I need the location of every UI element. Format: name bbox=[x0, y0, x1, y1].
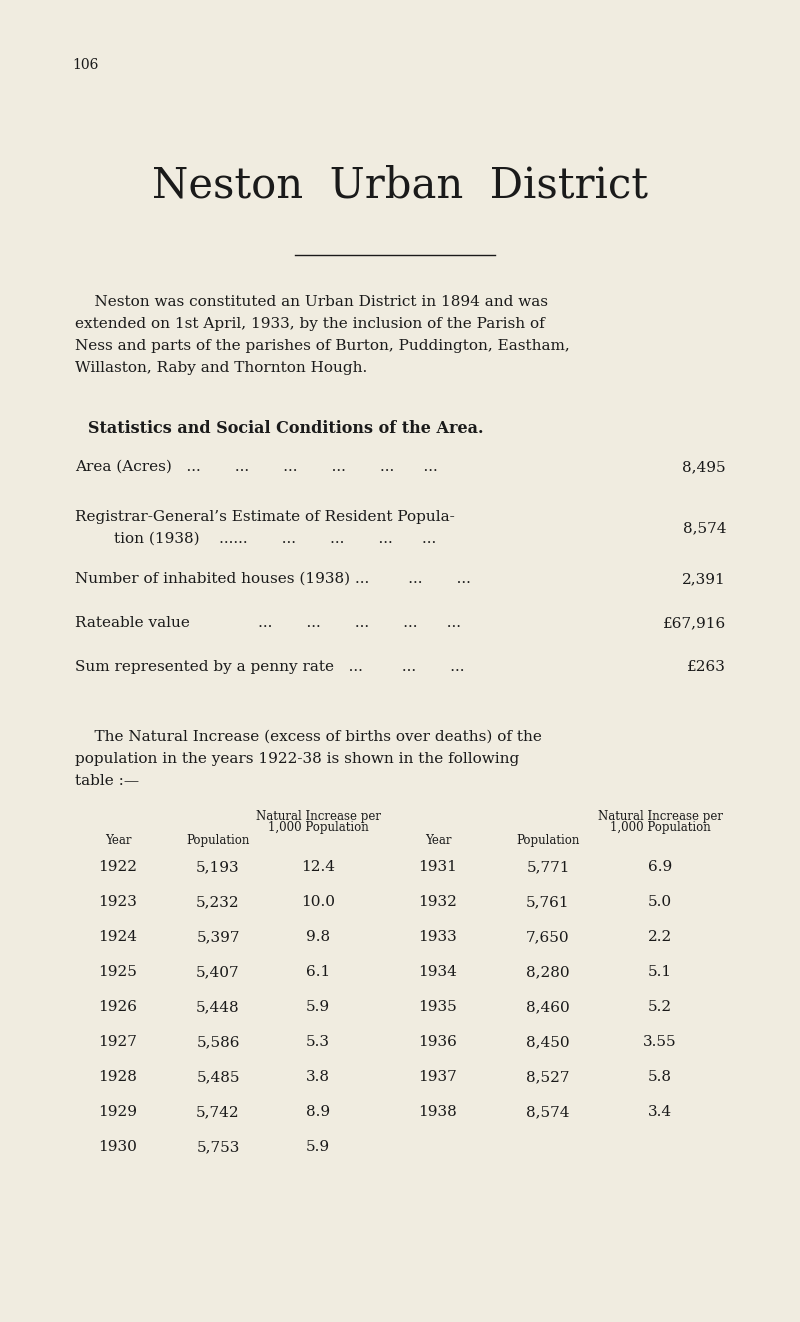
Text: 5.8: 5.8 bbox=[648, 1069, 672, 1084]
Text: 1932: 1932 bbox=[418, 895, 458, 910]
Text: 8.9: 8.9 bbox=[306, 1105, 330, 1118]
Text: 1931: 1931 bbox=[418, 861, 458, 874]
Text: 2,391: 2,391 bbox=[682, 572, 726, 586]
Text: 1937: 1937 bbox=[418, 1069, 458, 1084]
Text: Number of inhabited houses (1938) ...        ...       ...: Number of inhabited houses (1938) ... ..… bbox=[75, 572, 471, 586]
Text: 5,761: 5,761 bbox=[526, 895, 570, 910]
Text: 3.4: 3.4 bbox=[648, 1105, 672, 1118]
Text: tion (1938)    ......       ...       ...       ...      ...: tion (1938) ...... ... ... ... ... bbox=[75, 531, 436, 546]
Text: 3.8: 3.8 bbox=[306, 1069, 330, 1084]
Text: 5.9: 5.9 bbox=[306, 999, 330, 1014]
Text: 12.4: 12.4 bbox=[301, 861, 335, 874]
Text: 1933: 1933 bbox=[418, 929, 458, 944]
Text: 8,495: 8,495 bbox=[682, 460, 726, 475]
Text: 9.8: 9.8 bbox=[306, 929, 330, 944]
Text: 1935: 1935 bbox=[418, 999, 458, 1014]
Text: 1936: 1936 bbox=[418, 1035, 458, 1048]
Text: Willaston, Raby and Thornton Hough.: Willaston, Raby and Thornton Hough. bbox=[75, 361, 367, 375]
Text: 5.9: 5.9 bbox=[306, 1140, 330, 1154]
Text: 5,397: 5,397 bbox=[196, 929, 240, 944]
Text: 6.9: 6.9 bbox=[648, 861, 672, 874]
Text: Registrar-General’s Estimate of Resident Popula-: Registrar-General’s Estimate of Resident… bbox=[75, 510, 454, 524]
Text: 5.1: 5.1 bbox=[648, 965, 672, 980]
Text: 1928: 1928 bbox=[98, 1069, 138, 1084]
Text: 2.2: 2.2 bbox=[648, 929, 672, 944]
Text: Natural Increase per: Natural Increase per bbox=[255, 810, 381, 824]
Text: 1923: 1923 bbox=[98, 895, 138, 910]
Text: 3.55: 3.55 bbox=[643, 1035, 677, 1048]
Text: population in the years 1922-38 is shown in the following: population in the years 1922-38 is shown… bbox=[75, 752, 519, 765]
Text: £263: £263 bbox=[687, 660, 726, 674]
Text: 5.3: 5.3 bbox=[306, 1035, 330, 1048]
Text: 1,000 Population: 1,000 Population bbox=[610, 821, 710, 834]
Text: Area (Acres)   ...       ...       ...       ...       ...      ...: Area (Acres) ... ... ... ... ... ... bbox=[75, 460, 438, 475]
Text: extended on 1st April, 1933, by the inclusion of the Parish of: extended on 1st April, 1933, by the incl… bbox=[75, 317, 545, 330]
Text: 8,574: 8,574 bbox=[526, 1105, 570, 1118]
Text: 1924: 1924 bbox=[98, 929, 138, 944]
Text: 5,586: 5,586 bbox=[196, 1035, 240, 1048]
Text: 8,450: 8,450 bbox=[526, 1035, 570, 1048]
Text: 5,753: 5,753 bbox=[196, 1140, 240, 1154]
Text: 8,527: 8,527 bbox=[526, 1069, 570, 1084]
Text: Ness and parts of the parishes of Burton, Puddington, Eastham,: Ness and parts of the parishes of Burton… bbox=[75, 338, 570, 353]
Text: 1927: 1927 bbox=[98, 1035, 138, 1048]
Text: 1,000 Population: 1,000 Population bbox=[268, 821, 368, 834]
Text: 1934: 1934 bbox=[418, 965, 458, 980]
Text: Natural Increase per: Natural Increase per bbox=[598, 810, 722, 824]
Text: Sum represented by a penny rate   ...        ...       ...: Sum represented by a penny rate ... ... … bbox=[75, 660, 465, 674]
Text: 8,460: 8,460 bbox=[526, 999, 570, 1014]
Text: 5,448: 5,448 bbox=[196, 999, 240, 1014]
Text: 1922: 1922 bbox=[98, 861, 138, 874]
Text: 1938: 1938 bbox=[418, 1105, 458, 1118]
Text: 5,232: 5,232 bbox=[196, 895, 240, 910]
Text: 1930: 1930 bbox=[98, 1140, 138, 1154]
Text: Rateable value              ...       ...       ...       ...      ...: Rateable value ... ... ... ... ... bbox=[75, 616, 461, 631]
Text: 6.1: 6.1 bbox=[306, 965, 330, 980]
Text: 106: 106 bbox=[72, 58, 98, 71]
Text: Population: Population bbox=[516, 834, 580, 847]
Text: Year: Year bbox=[105, 834, 131, 847]
Text: 10.0: 10.0 bbox=[301, 895, 335, 910]
Text: £67,916: £67,916 bbox=[662, 616, 726, 631]
Text: 1929: 1929 bbox=[98, 1105, 138, 1118]
Text: 1926: 1926 bbox=[98, 999, 138, 1014]
Text: The Natural Increase (excess of births over deaths) of the: The Natural Increase (excess of births o… bbox=[75, 730, 542, 744]
Text: Year: Year bbox=[425, 834, 451, 847]
Text: 8,574: 8,574 bbox=[682, 521, 726, 535]
Text: 5,485: 5,485 bbox=[196, 1069, 240, 1084]
Text: 5,193: 5,193 bbox=[196, 861, 240, 874]
Text: 5,407: 5,407 bbox=[196, 965, 240, 980]
Text: 5.2: 5.2 bbox=[648, 999, 672, 1014]
Text: 5,771: 5,771 bbox=[526, 861, 570, 874]
Text: Statistics and Social Conditions of the Area.: Statistics and Social Conditions of the … bbox=[88, 420, 483, 438]
Text: Population: Population bbox=[186, 834, 250, 847]
Text: 7,650: 7,650 bbox=[526, 929, 570, 944]
Text: table :—: table :— bbox=[75, 773, 139, 788]
Text: 1925: 1925 bbox=[98, 965, 138, 980]
Text: 5.0: 5.0 bbox=[648, 895, 672, 910]
Text: Neston  Urban  District: Neston Urban District bbox=[152, 165, 648, 208]
Text: 8,280: 8,280 bbox=[526, 965, 570, 980]
Text: Neston was constituted an Urban District in 1894 and was: Neston was constituted an Urban District… bbox=[75, 295, 548, 309]
Text: 5,742: 5,742 bbox=[196, 1105, 240, 1118]
